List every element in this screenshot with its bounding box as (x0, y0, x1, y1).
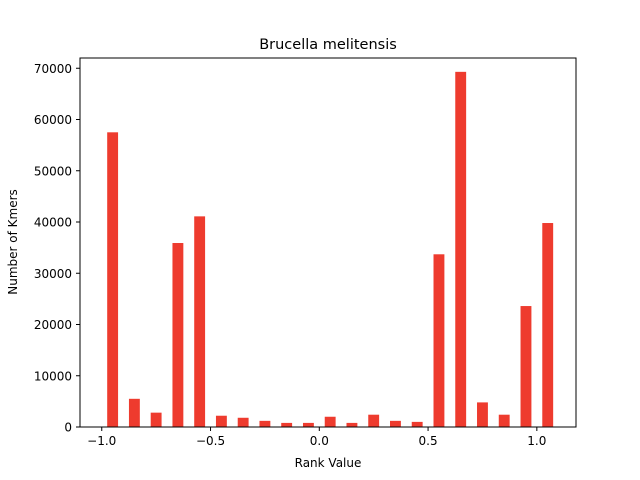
bar (259, 420, 271, 427)
bar (150, 412, 162, 427)
bar (390, 420, 401, 427)
bar (194, 216, 206, 427)
bar (433, 254, 445, 427)
y-tick-label: 30000 (34, 267, 72, 281)
bar (128, 398, 140, 427)
bar (477, 402, 488, 427)
bar (368, 414, 380, 427)
bar (237, 417, 249, 427)
plot-frame (79, 57, 577, 428)
x-tick-label: 1.0 (527, 434, 546, 448)
y-tick-label: 70000 (34, 62, 72, 76)
bar (215, 415, 227, 427)
x-axis-title: Rank Value (295, 456, 362, 470)
x-tick-label: −0.5 (196, 434, 225, 448)
bar (302, 422, 314, 427)
y-tick-label: 10000 (34, 369, 72, 383)
bar (542, 223, 554, 427)
bar (498, 414, 510, 427)
bars-group (107, 71, 554, 428)
bar (172, 243, 184, 427)
x-tick-label: 0.5 (419, 434, 438, 448)
bar (455, 71, 467, 427)
bar (281, 422, 293, 427)
y-tick-label: 20000 (34, 318, 72, 332)
y-axis-ticks: 0 10000 20000 30000 40000 50000 60000 70000 (34, 62, 80, 435)
bar (324, 416, 336, 427)
y-tick-label: 0 (64, 421, 72, 435)
chart-title: Brucella melitensis (259, 37, 397, 53)
bar (520, 306, 532, 427)
bar (411, 421, 423, 428)
y-tick-label: 60000 (34, 113, 72, 127)
x-tick-label: −1.0 (87, 434, 116, 448)
x-tick-label: 0.0 (310, 434, 329, 448)
bar (107, 132, 119, 427)
y-axis-title: Number of Kmers (6, 189, 20, 295)
y-tick-label: 50000 (34, 164, 72, 178)
x-axis-ticks: −1.0 −0.5 0.0 0.5 1.0 (87, 427, 546, 448)
bar (346, 422, 358, 427)
y-tick-label: 40000 (34, 216, 72, 230)
